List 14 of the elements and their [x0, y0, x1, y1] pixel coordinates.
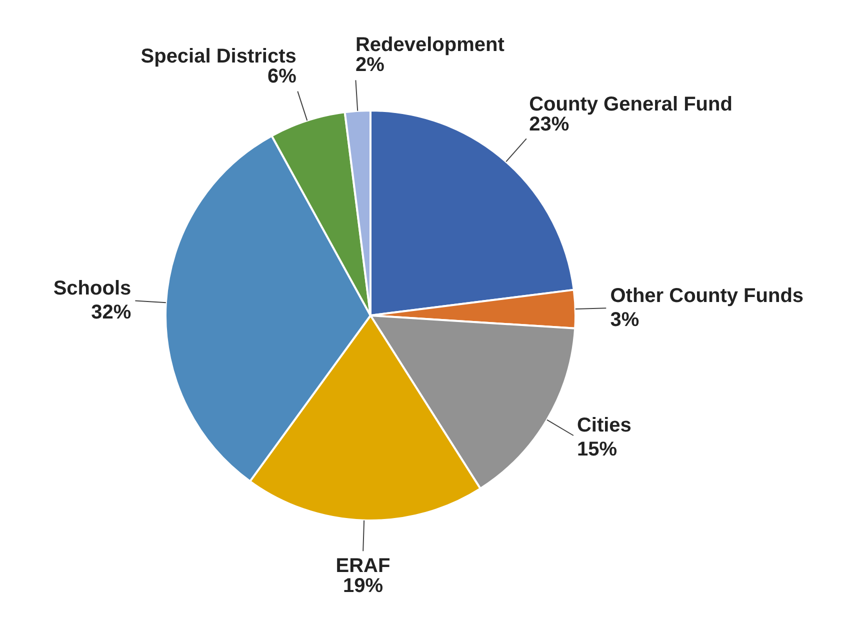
slice-label: Schools — [53, 277, 132, 300]
slice-label: Special Districts — [140, 45, 296, 68]
data-label: 3% — [610, 308, 640, 331]
data-label: 19% — [342, 575, 384, 598]
slice-label: County General Fund — [529, 94, 732, 116]
data-label: 32% — [91, 301, 132, 324]
slice-label: ERAF — [336, 555, 390, 578]
slice-label: Other County Funds — [610, 284, 804, 307]
slice-label: Cities — [576, 414, 632, 437]
data-label: 6% — [267, 65, 297, 88]
data-label: 15% — [576, 438, 618, 461]
slice-label: Redevelopment — [355, 34, 505, 56]
data-label: 2% — [355, 54, 385, 76]
data-label: 23% — [529, 114, 570, 136]
